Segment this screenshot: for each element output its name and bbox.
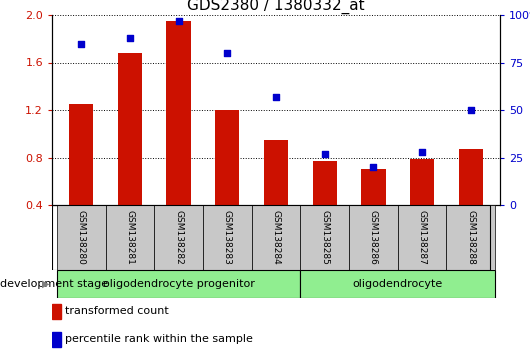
Text: GSM138285: GSM138285 — [320, 210, 329, 265]
Text: GSM138286: GSM138286 — [369, 210, 378, 265]
Bar — [166, 21, 191, 205]
Bar — [57, 270, 301, 298]
Title: GDS2380 / 1380332_at: GDS2380 / 1380332_at — [187, 0, 365, 14]
Text: percentile rank within the sample: percentile rank within the sample — [65, 335, 253, 344]
Point — [223, 50, 232, 56]
Text: GSM138284: GSM138284 — [271, 210, 280, 265]
Text: GSM138281: GSM138281 — [126, 210, 135, 265]
Point — [77, 41, 85, 46]
Bar — [458, 149, 483, 205]
Text: ▶: ▶ — [42, 279, 49, 289]
Text: oligodendrocyte progenitor: oligodendrocyte progenitor — [103, 279, 254, 289]
Bar — [301, 270, 495, 298]
Bar — [264, 140, 288, 205]
Bar — [410, 159, 434, 205]
Text: development stage: development stage — [0, 279, 108, 289]
Bar — [446, 205, 495, 270]
Bar — [398, 205, 446, 270]
Bar — [105, 205, 154, 270]
Bar — [52, 332, 61, 347]
Bar — [69, 104, 93, 205]
Bar — [349, 205, 398, 270]
Bar — [52, 304, 61, 319]
Point — [418, 149, 426, 155]
Text: GSM138283: GSM138283 — [223, 210, 232, 265]
Point — [369, 164, 378, 170]
Text: GSM138287: GSM138287 — [418, 210, 427, 265]
Text: GSM138282: GSM138282 — [174, 210, 183, 265]
Bar — [252, 205, 301, 270]
Bar — [215, 110, 240, 205]
Bar — [301, 205, 349, 270]
Text: oligodendrocyte: oligodendrocyte — [352, 279, 443, 289]
Point — [321, 151, 329, 156]
Point — [466, 107, 475, 113]
Point — [174, 18, 183, 23]
Bar — [57, 205, 105, 270]
Bar — [154, 205, 203, 270]
Text: GSM138280: GSM138280 — [77, 210, 86, 265]
Text: GSM138288: GSM138288 — [466, 210, 475, 265]
Point — [272, 94, 280, 99]
Bar — [313, 161, 337, 205]
Bar — [203, 205, 252, 270]
Point — [126, 35, 134, 41]
Text: transformed count: transformed count — [65, 307, 169, 316]
Bar — [361, 169, 385, 205]
Bar — [118, 53, 142, 205]
